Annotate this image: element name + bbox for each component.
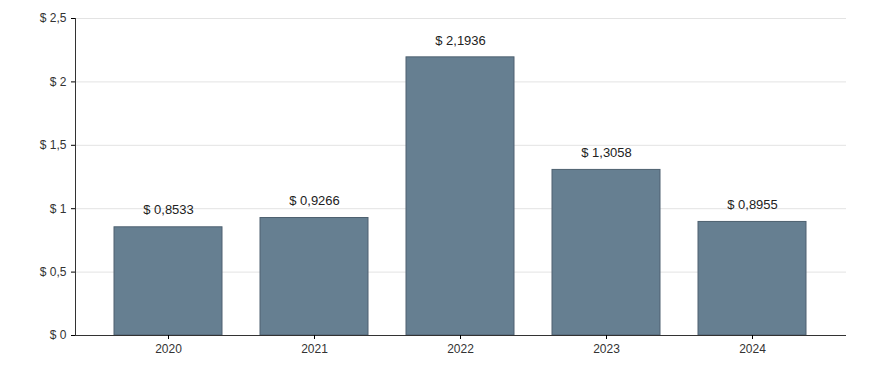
svg-text:$ 2: $ 2 — [50, 75, 67, 89]
svg-text:$ 0,8533: $ 0,8533 — [143, 202, 194, 217]
svg-text:$ 1: $ 1 — [50, 202, 67, 216]
svg-text:$ 2,1936: $ 2,1936 — [435, 33, 486, 48]
svg-text:$ 2,5: $ 2,5 — [40, 11, 67, 25]
svg-text:$ 0,9266: $ 0,9266 — [289, 193, 340, 208]
svg-text:$ 0,8955: $ 0,8955 — [727, 197, 778, 212]
svg-text:2022: 2022 — [447, 342, 474, 356]
svg-text:$ 1,5: $ 1,5 — [40, 138, 67, 152]
svg-text:2024: 2024 — [739, 342, 766, 356]
svg-text:$ 1,3058: $ 1,3058 — [581, 145, 632, 160]
svg-text:$ 0: $ 0 — [50, 328, 67, 342]
svg-text:2023: 2023 — [593, 342, 620, 356]
svg-text:2020: 2020 — [155, 342, 182, 356]
svg-text:$ 0,5: $ 0,5 — [40, 265, 67, 279]
svg-text:2021: 2021 — [301, 342, 328, 356]
html-text:(c) Trivano.com: (c) Trivano.com — [804, 1, 880, 13]
